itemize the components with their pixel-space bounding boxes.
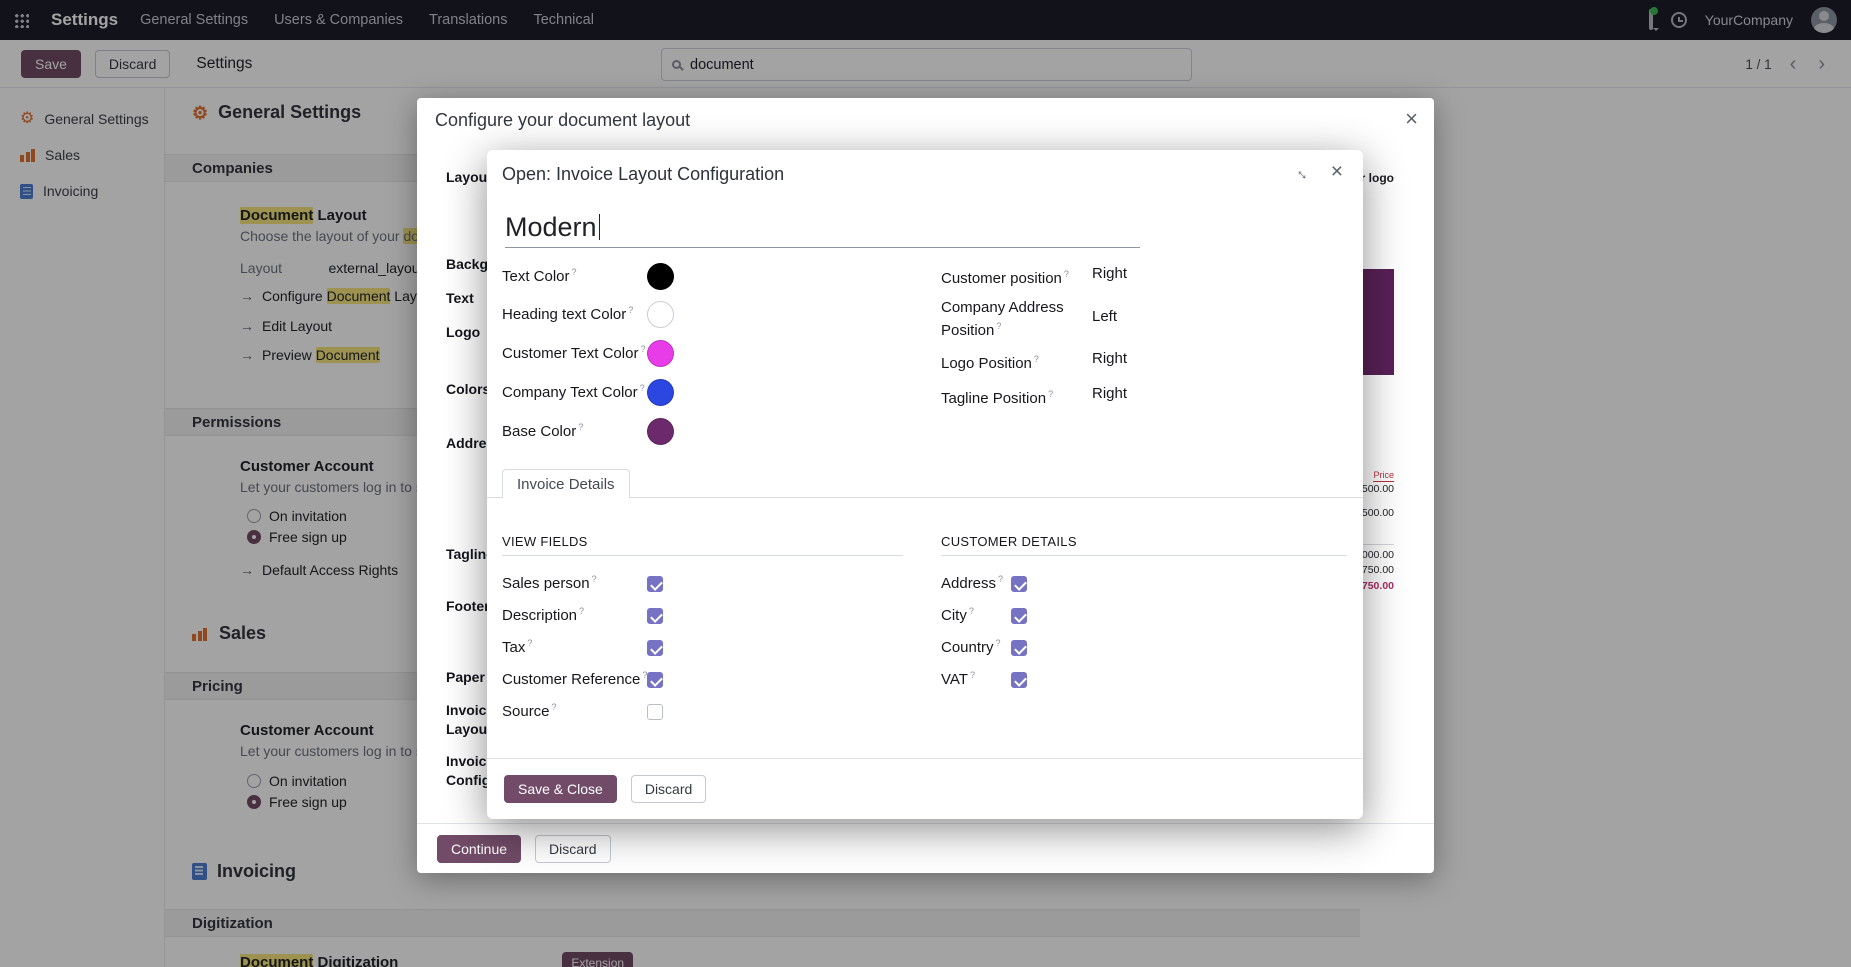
company-address-position-value[interactable]: Left <box>1092 308 1117 325</box>
help-icon: ? <box>527 638 532 648</box>
tagline-position-value[interactable]: Right <box>1092 385 1127 402</box>
view-fields-heading: VIEW FIELDS <box>502 534 588 549</box>
field-label-address: Address? <box>941 574 1003 592</box>
preview-price-header: Price <box>1373 470 1394 482</box>
save-and-close-button[interactable]: Save & Close <box>504 775 617 803</box>
field-label-vat: VAT? <box>941 670 975 688</box>
field-label-customer-reference: Customer Reference? <box>502 670 647 688</box>
help-icon: ? <box>1048 389 1053 399</box>
discard-button[interactable]: Discard <box>535 835 610 863</box>
field-label-city: City? <box>941 606 974 624</box>
dialog-footer: Continue Discard <box>417 823 1434 873</box>
field-label-company-address-position: Company Address Position? <box>941 298 1086 340</box>
tax-checkbox[interactable] <box>647 640 663 656</box>
field-label-customer-text-color: Customer Text Color? <box>502 344 645 362</box>
help-icon: ? <box>592 574 597 584</box>
field-label-heading-text-color: Heading text Color? <box>502 305 633 323</box>
field-label-country: Country? <box>941 638 1001 656</box>
field-label-text-color: Text Color? <box>502 267 577 285</box>
customer-position-value[interactable]: Right <box>1092 265 1127 282</box>
field-label-sales-person: Sales person? <box>502 574 597 592</box>
close-icon[interactable]: × <box>1331 160 1343 184</box>
help-icon: ? <box>996 321 1001 331</box>
field-label-source: Source? <box>502 702 557 720</box>
help-icon: ? <box>1064 269 1069 279</box>
continue-button[interactable]: Continue <box>437 835 521 863</box>
description-checkbox[interactable] <box>647 608 663 624</box>
discard-button[interactable]: Discard <box>631 775 706 803</box>
dialog-title: Open: Invoice Layout Configuration <box>502 164 784 185</box>
text-caret <box>599 214 601 240</box>
text-color-swatch[interactable] <box>647 263 674 290</box>
column-rule <box>502 555 903 556</box>
help-icon: ? <box>640 344 645 354</box>
invoice-layout-dialog: Open: Invoice Layout Configuration ↔ × M… <box>487 150 1363 819</box>
customer-text-color-swatch[interactable] <box>647 340 674 367</box>
column-rule <box>941 555 1347 556</box>
help-icon: ? <box>969 606 974 616</box>
help-icon: ? <box>970 670 975 680</box>
help-icon: ? <box>998 574 1003 584</box>
address-checkbox[interactable] <box>1011 576 1027 592</box>
help-icon: ? <box>640 383 645 393</box>
field-label-customer-position: Customer position? <box>941 265 1086 288</box>
screen: Settings General Settings Users & Compan… <box>0 0 1851 967</box>
vat-checkbox[interactable] <box>1011 672 1027 688</box>
field-label-base-color: Base Color? <box>502 422 583 440</box>
help-icon: ? <box>628 305 633 315</box>
layout-name-input[interactable]: Modern <box>505 208 1140 248</box>
help-icon: ? <box>1034 354 1039 364</box>
source-checkbox[interactable] <box>647 704 663 720</box>
field-label-logo-position: Logo Position? <box>941 350 1086 373</box>
help-icon: ? <box>572 267 577 277</box>
customer-details-heading: CUSTOMER DETAILS <box>941 534 1077 549</box>
company-text-color-swatch[interactable] <box>647 379 674 406</box>
expand-icon[interactable]: ↔ <box>1291 162 1315 186</box>
field-label-company-text-color: Company Text Color? <box>502 383 645 401</box>
help-icon: ? <box>579 606 584 616</box>
field-label-tagline-position: Tagline Position? <box>941 385 1086 408</box>
city-checkbox[interactable] <box>1011 608 1027 624</box>
country-checkbox[interactable] <box>1011 640 1027 656</box>
close-icon[interactable]: × <box>1405 106 1418 132</box>
tab-invoice-details[interactable]: Invoice Details <box>502 469 630 498</box>
base-color-swatch[interactable] <box>647 418 674 445</box>
help-icon: ? <box>578 422 583 432</box>
field-label-description: Description? <box>502 606 584 624</box>
logo-position-value[interactable]: Right <box>1092 350 1127 367</box>
dialog-title: Configure your document layout <box>435 110 690 131</box>
heading-text-color-swatch[interactable] <box>647 301 674 328</box>
dialog-footer: Save & Close Discard <box>487 758 1363 819</box>
help-icon: ? <box>996 638 1001 648</box>
sales-person-checkbox[interactable] <box>647 576 663 592</box>
field-label-tax: Tax? <box>502 638 532 656</box>
help-icon: ? <box>552 702 557 712</box>
customer-reference-checkbox[interactable] <box>647 672 663 688</box>
